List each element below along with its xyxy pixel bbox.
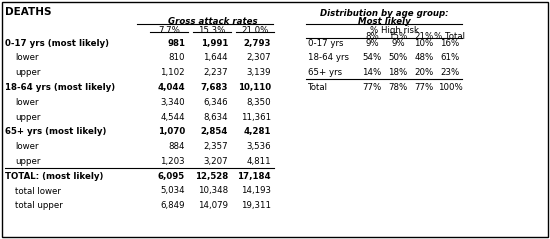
Text: 5,034: 5,034 <box>161 186 185 196</box>
Text: 1,070: 1,070 <box>158 127 185 136</box>
Text: 14,193: 14,193 <box>241 186 271 196</box>
Text: 8,634: 8,634 <box>204 113 228 121</box>
Text: 4,044: 4,044 <box>157 83 185 92</box>
Text: 981: 981 <box>167 38 185 48</box>
Text: 1,644: 1,644 <box>204 53 228 62</box>
Text: 15%: 15% <box>388 32 408 41</box>
Text: 6,849: 6,849 <box>161 201 185 210</box>
Text: Distribution by age group:: Distribution by age group: <box>320 9 448 18</box>
Text: % High risk: % High risk <box>370 26 419 35</box>
Text: 11,361: 11,361 <box>241 113 271 121</box>
Text: total lower: total lower <box>15 186 61 196</box>
Text: 100%: 100% <box>438 83 463 92</box>
Text: 2,357: 2,357 <box>204 142 228 151</box>
Text: upper: upper <box>15 157 40 166</box>
Text: 77%: 77% <box>362 83 382 92</box>
Text: 65+ yrs (most likely): 65+ yrs (most likely) <box>5 127 106 136</box>
Text: 2,307: 2,307 <box>246 53 271 62</box>
Text: 21%: 21% <box>414 32 433 41</box>
Text: 2,237: 2,237 <box>204 68 228 77</box>
Text: lower: lower <box>15 142 39 151</box>
Text: Most likely: Most likely <box>358 17 410 26</box>
Text: 78%: 78% <box>388 83 408 92</box>
Text: 9%: 9% <box>391 38 405 48</box>
Text: 4,544: 4,544 <box>161 113 185 121</box>
Text: 12,528: 12,528 <box>195 172 228 181</box>
Text: 2,793: 2,793 <box>244 38 271 48</box>
Text: 8,350: 8,350 <box>246 98 271 107</box>
Text: 10,110: 10,110 <box>238 83 271 92</box>
Text: 4,811: 4,811 <box>246 157 271 166</box>
Text: 7,683: 7,683 <box>201 83 228 92</box>
Text: 0-17 yrs (most likely): 0-17 yrs (most likely) <box>5 38 109 48</box>
Text: 2,854: 2,854 <box>201 127 228 136</box>
Text: 1,102: 1,102 <box>161 68 185 77</box>
Text: upper: upper <box>15 68 40 77</box>
Text: 21.0%: 21.0% <box>241 26 269 35</box>
Text: 65+ yrs: 65+ yrs <box>308 68 342 77</box>
Text: 884: 884 <box>168 142 185 151</box>
Text: 61%: 61% <box>441 53 460 62</box>
Text: 3,207: 3,207 <box>204 157 228 166</box>
Text: 54%: 54% <box>362 53 382 62</box>
Text: upper: upper <box>15 113 40 121</box>
Text: 20%: 20% <box>414 68 433 77</box>
Text: 3,340: 3,340 <box>161 98 185 107</box>
Text: 9%: 9% <box>365 38 379 48</box>
Text: 18%: 18% <box>388 68 408 77</box>
Text: 14,079: 14,079 <box>198 201 228 210</box>
Text: total upper: total upper <box>15 201 63 210</box>
Text: lower: lower <box>15 53 39 62</box>
Text: 15.3%: 15.3% <box>199 26 225 35</box>
Text: 0-17 yrs: 0-17 yrs <box>308 38 344 48</box>
Text: 810: 810 <box>168 53 185 62</box>
Text: 23%: 23% <box>441 68 460 77</box>
Text: 48%: 48% <box>414 53 433 62</box>
Text: 10%: 10% <box>414 38 433 48</box>
Text: 10,348: 10,348 <box>198 186 228 196</box>
Text: lower: lower <box>15 98 39 107</box>
Text: 19,311: 19,311 <box>241 201 271 210</box>
Text: 6,095: 6,095 <box>158 172 185 181</box>
Text: 16%: 16% <box>441 38 460 48</box>
Text: TOTAL: (most likely): TOTAL: (most likely) <box>5 172 103 181</box>
Text: 3,139: 3,139 <box>246 68 271 77</box>
Text: 77%: 77% <box>414 83 433 92</box>
Text: 18-64 yrs (most likely): 18-64 yrs (most likely) <box>5 83 115 92</box>
Text: 4,281: 4,281 <box>244 127 271 136</box>
Text: 1,991: 1,991 <box>201 38 228 48</box>
Text: 8%: 8% <box>365 32 379 41</box>
Text: % Total: % Total <box>434 32 465 41</box>
Text: DEATHS: DEATHS <box>5 7 52 17</box>
Text: 6,346: 6,346 <box>204 98 228 107</box>
FancyBboxPatch shape <box>2 2 548 237</box>
Text: Gross attack rates: Gross attack rates <box>168 17 258 26</box>
Text: 7.7%: 7.7% <box>158 26 180 35</box>
Text: 18-64 yrs: 18-64 yrs <box>308 53 349 62</box>
Text: 14%: 14% <box>362 68 382 77</box>
Text: 50%: 50% <box>388 53 408 62</box>
Text: 1,203: 1,203 <box>161 157 185 166</box>
Text: Total: Total <box>308 83 328 92</box>
Text: 17,184: 17,184 <box>238 172 271 181</box>
Text: 3,536: 3,536 <box>246 142 271 151</box>
